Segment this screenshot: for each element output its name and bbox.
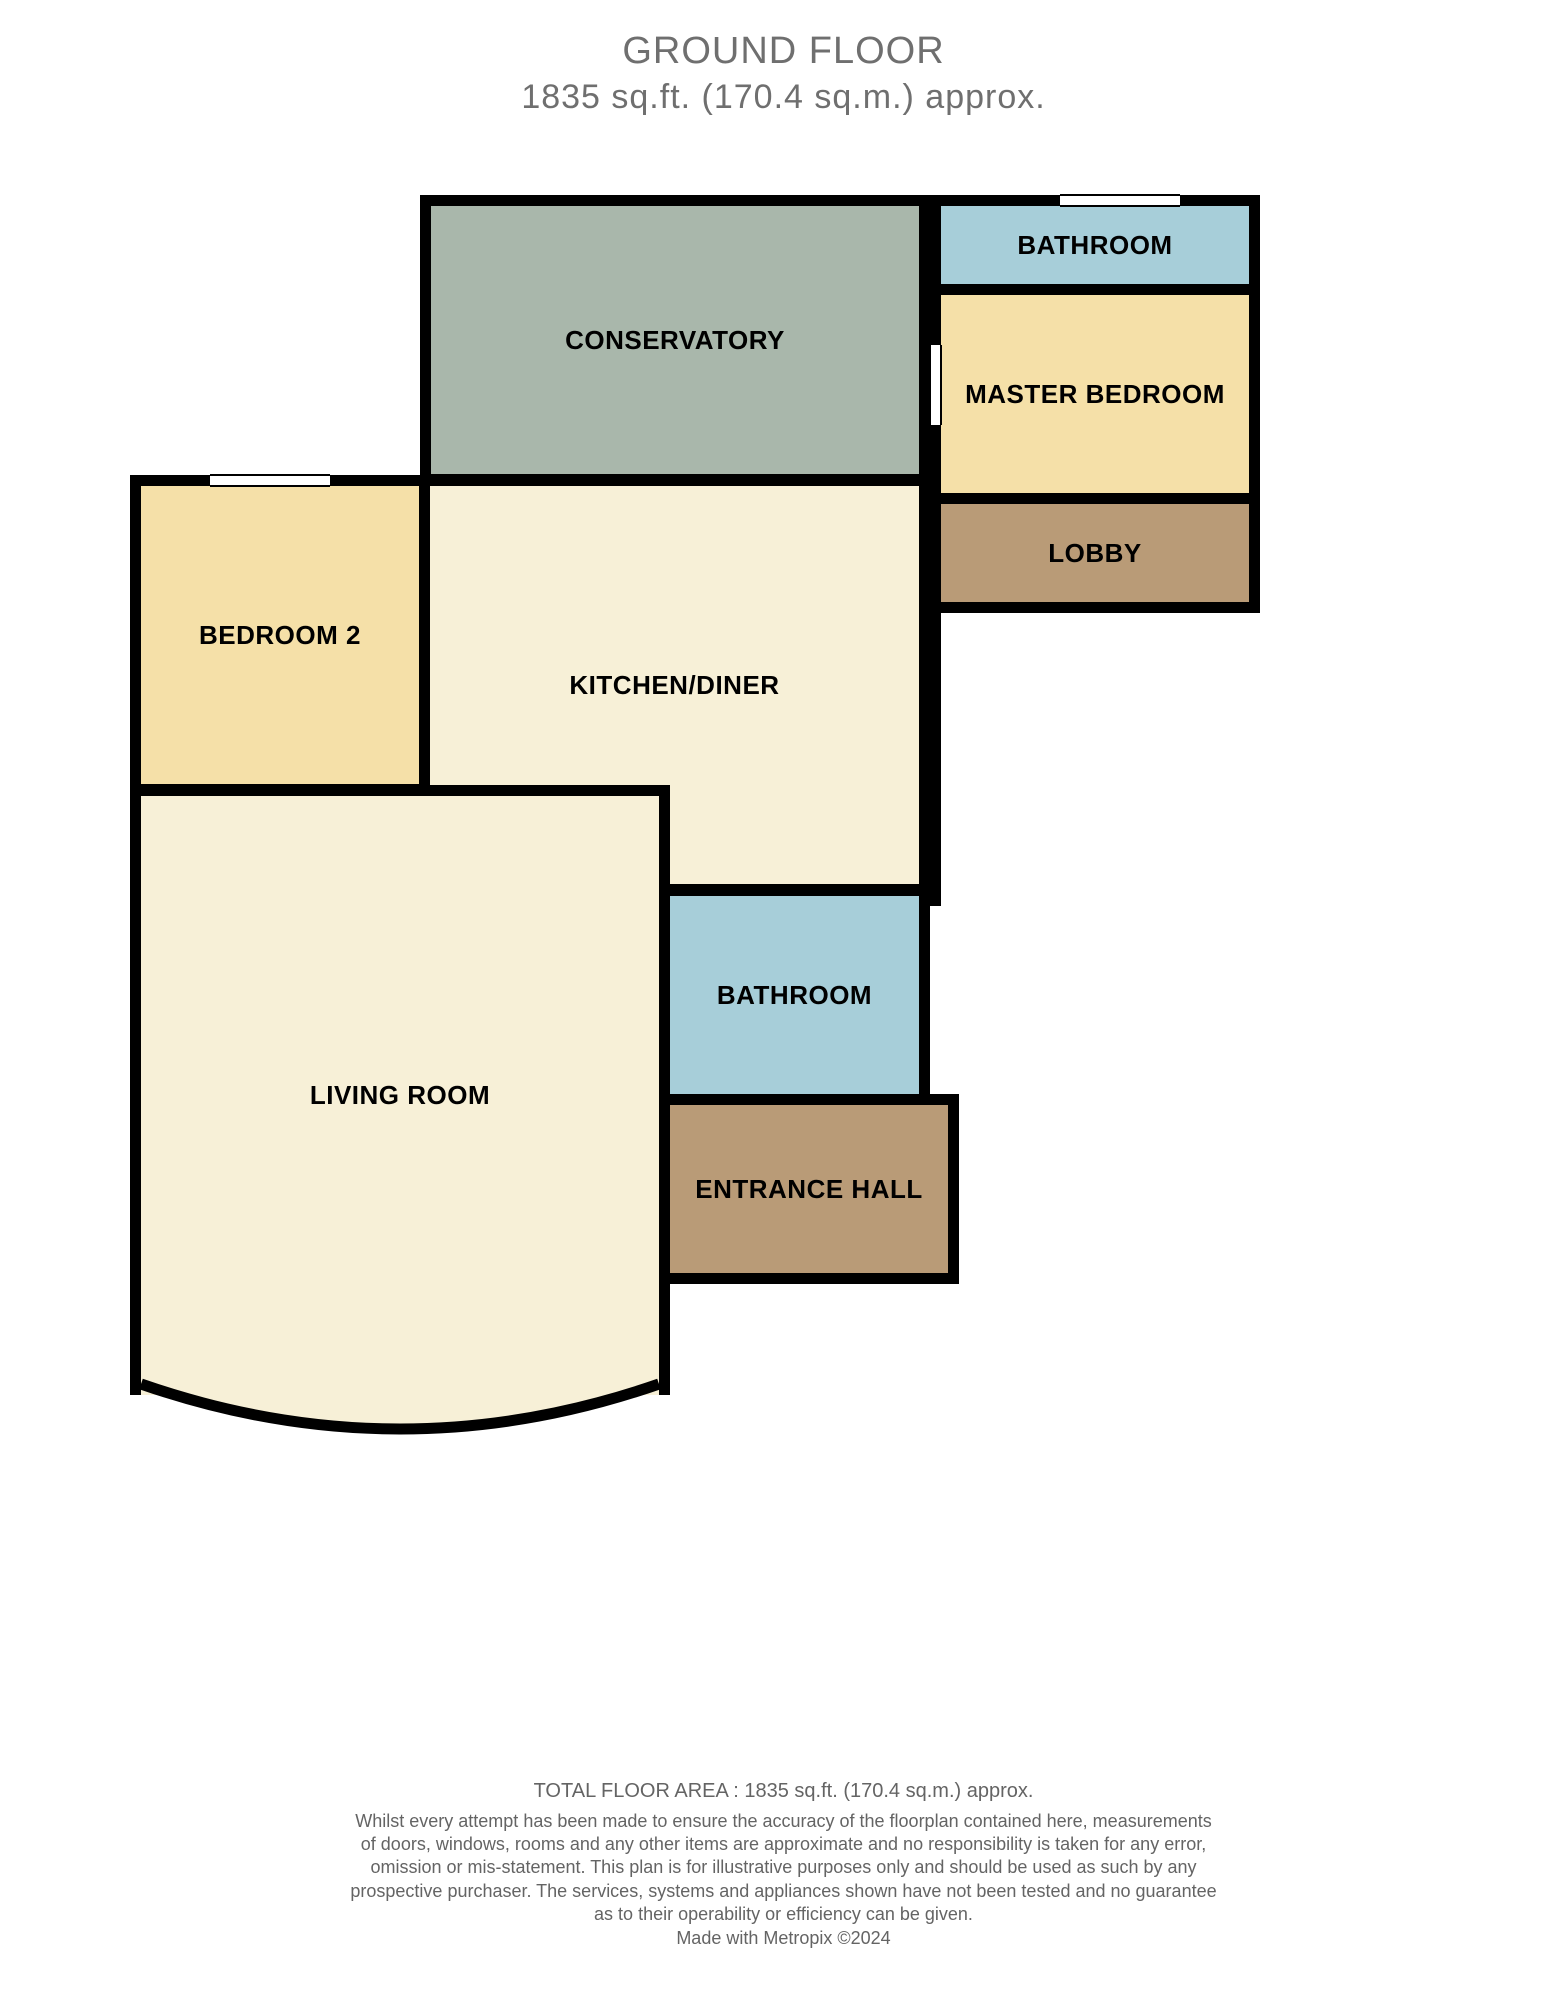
label-bathroom-top: BATHROOM: [1017, 230, 1172, 261]
footer-disclaimer-2: of doors, windows, rooms and any other i…: [0, 1833, 1567, 1856]
room-lobby: LOBBY: [930, 493, 1260, 613]
window-master-bedroom: [929, 345, 942, 425]
footer-disclaimer-1: Whilst every attempt has been made to en…: [0, 1810, 1567, 1833]
label-kitchen-diner: KITCHEN/DINER: [569, 670, 779, 701]
label-lobby: LOBBY: [1048, 538, 1142, 569]
page-title: GROUND FLOOR: [0, 30, 1567, 73]
label-bathroom-lower: BATHROOM: [717, 980, 872, 1011]
living-room-bay-icon: [130, 1384, 670, 1444]
label-conservatory: CONSERVATORY: [565, 325, 785, 356]
label-entrance-hall: ENTRANCE HALL: [695, 1174, 923, 1205]
window-bathroom-top: [1060, 194, 1180, 207]
room-master-bedroom: MASTER BEDROOM: [930, 284, 1260, 504]
page-subtitle: 1835 sq.ft. (170.4 sq.m.) approx.: [0, 78, 1567, 117]
footer-disclaimer-5: as to their operability or efficiency ca…: [0, 1903, 1567, 1926]
room-bathroom-top: BATHROOM: [930, 195, 1260, 295]
window-bedroom2: [210, 474, 330, 487]
label-master-bedroom: MASTER BEDROOM: [965, 379, 1225, 410]
wall-stub-entrance-top: [919, 1094, 959, 1105]
footer: TOTAL FLOOR AREA : 1835 sq.ft. (170.4 sq…: [0, 1778, 1567, 1950]
label-bedroom-2: BEDROOM 2: [199, 620, 361, 651]
label-living-room: LIVING ROOM: [310, 1080, 490, 1111]
room-living-room: LIVING ROOM: [130, 785, 670, 1395]
footer-area: TOTAL FLOOR AREA : 1835 sq.ft. (170.4 sq…: [0, 1778, 1567, 1804]
room-bedroom-2: BEDROOM 2: [130, 475, 430, 795]
room-entrance-hall: ENTRANCE HALL: [659, 1094, 959, 1284]
footer-disclaimer-4: prospective purchaser. The services, sys…: [0, 1880, 1567, 1903]
floor-plan: CONSERVATORY BATHROOM MASTER BEDROOM LOB…: [130, 195, 1420, 1415]
floorplan-page: GROUND FLOOR 1835 sq.ft. (170.4 sq.m.) a…: [0, 0, 1567, 2000]
room-conservatory: CONSERVATORY: [420, 195, 930, 485]
kitchen-extension: [919, 602, 941, 906]
footer-disclaimer-3: omission or mis-statement. This plan is …: [0, 1856, 1567, 1879]
wall-stub-entrance: [948, 1094, 959, 1284]
footer-disclaimer-6: Made with Metropix ©2024: [0, 1927, 1567, 1950]
room-bathroom-lower: BATHROOM: [659, 885, 930, 1105]
